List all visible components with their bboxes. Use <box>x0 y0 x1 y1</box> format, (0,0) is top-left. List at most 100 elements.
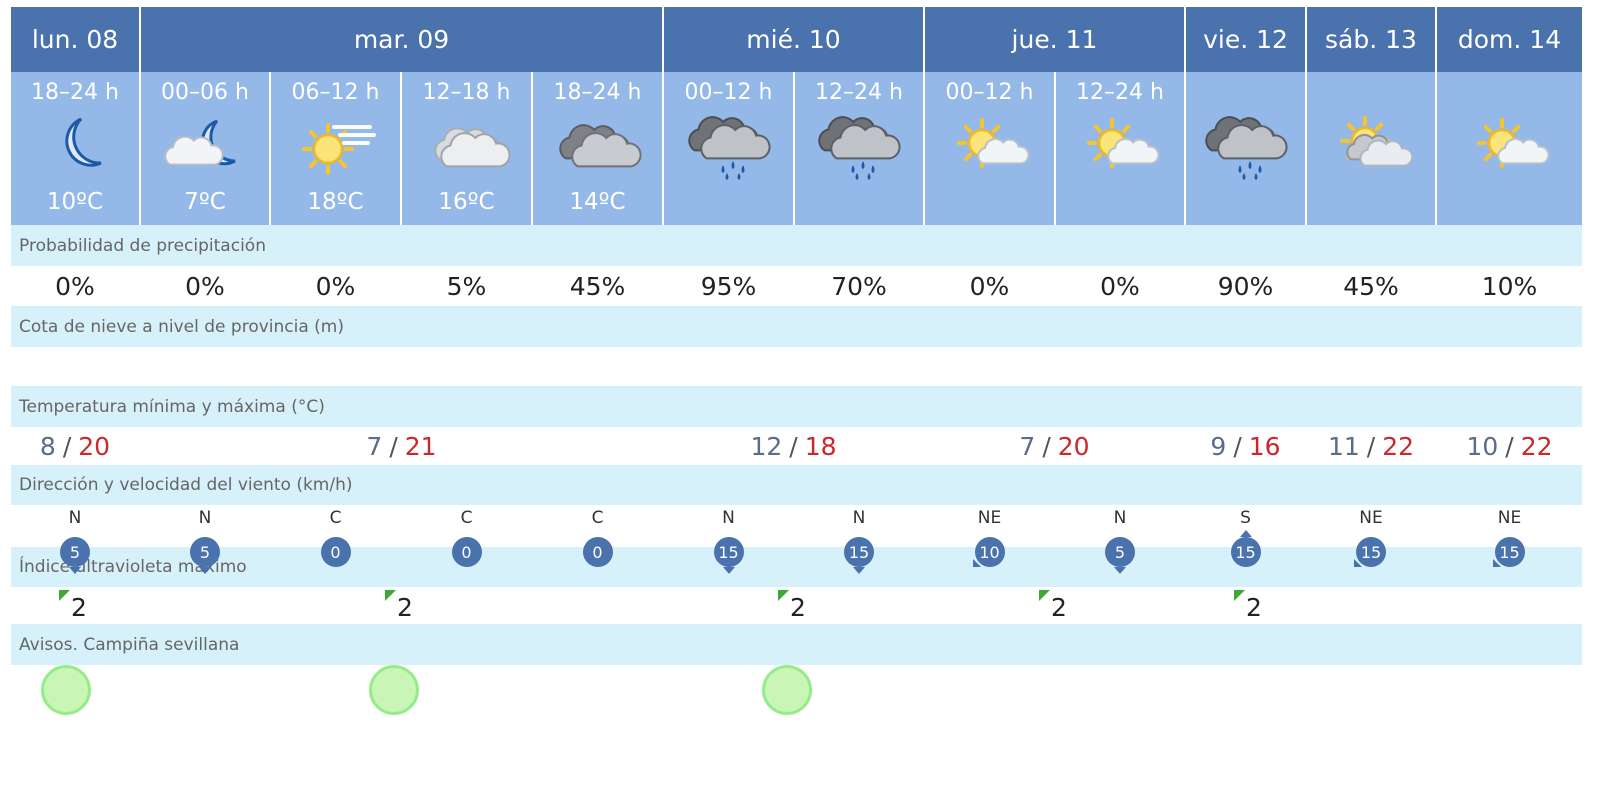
wind-speed: 15 <box>713 537 744 567</box>
period-time: 00–06 h <box>161 80 249 105</box>
wind-arrow-icon <box>1239 530 1252 537</box>
section-header-precip: Probabilidad de precipitación <box>11 225 1582 266</box>
uv-cell: 2 <box>1186 587 1305 624</box>
uv-cell: 2 <box>925 587 1184 624</box>
period-cell[interactable]: 18–24 h 14ºC <box>533 72 662 225</box>
wind-cell: N 15 <box>664 505 793 574</box>
period-temp: 7ºC <box>184 189 226 215</box>
warning-green-icon[interactable] <box>369 665 419 715</box>
wind-direction: C <box>460 508 473 528</box>
wind-badge: 0 <box>319 535 353 567</box>
precip-value: 70% <box>795 266 923 306</box>
wind-direction: N <box>68 508 82 528</box>
temp-separator: / <box>1042 431 1051 461</box>
temp-minmax: 12/18 <box>664 427 923 465</box>
warning-green-icon[interactable] <box>41 665 91 715</box>
temp-separator: / <box>1505 431 1514 461</box>
wind-speed: 5 <box>1105 537 1135 567</box>
snow-value <box>795 347 923 386</box>
temp-minmax: 7/21 <box>141 427 662 465</box>
precip-value: 0% <box>1056 266 1184 306</box>
temp-minmax: 8/20 <box>11 427 139 465</box>
snow-value <box>925 347 1054 386</box>
uv-value: 2 <box>1051 593 1067 622</box>
uv-cell: 2 <box>11 587 139 624</box>
uv-level-icon <box>1039 590 1050 601</box>
moon-cloud-icon <box>164 119 236 166</box>
snow-value <box>11 347 139 386</box>
period-time: 12–18 h <box>422 80 511 105</box>
wind-cell: S 15 <box>1186 505 1305 567</box>
period-cell[interactable] <box>1437 72 1582 225</box>
temp-min: 7 <box>1019 431 1036 461</box>
temp-separator: / <box>1233 431 1242 461</box>
period-cell[interactable]: 00–12 h <box>925 72 1054 225</box>
wind-direction: N <box>722 508 735 528</box>
snow-value <box>664 347 793 386</box>
wind-cell: NE 15 <box>1307 505 1435 567</box>
wind-arrow-icon <box>722 567 735 574</box>
wind-badge: 15 <box>1229 530 1263 567</box>
period-cell[interactable]: 00–12 h <box>664 72 793 225</box>
snow-value <box>1056 347 1184 386</box>
wind-badge: 15 <box>1492 535 1527 567</box>
temp-separator: / <box>62 431 72 461</box>
snow-value <box>271 347 400 386</box>
wind-speed: 15 <box>844 537 874 567</box>
period-cell[interactable] <box>1186 72 1305 225</box>
period-time: 00–12 h <box>945 80 1034 105</box>
wind-speed: 5 <box>190 537 220 567</box>
section-header-snow: Cota de nieve a nivel de provincia (m) <box>11 306 1582 347</box>
period-cell[interactable]: 18–24 h 10ºC <box>11 72 139 225</box>
temp-min: 11 <box>1327 431 1360 461</box>
period-cell[interactable]: 12–24 h <box>1056 72 1184 225</box>
temp-max: 20 <box>78 431 111 461</box>
wind-direction: N <box>852 508 866 528</box>
day-header[interactable]: lun. 08 <box>11 7 139 72</box>
cloud-rain-icon <box>1204 116 1288 180</box>
wind-speed: 0 <box>582 537 613 567</box>
period-cell[interactable] <box>1307 72 1435 225</box>
period-cell[interactable]: 00–06 h 7ºC <box>141 72 269 225</box>
day-header[interactable]: mar. 09 <box>141 7 662 72</box>
wind-cell: NE 10 <box>925 505 1054 567</box>
temp-minmax: 7/20 <box>925 427 1184 465</box>
day-header[interactable]: mié. 10 <box>664 7 923 72</box>
temp-max: 20 <box>1057 431 1090 461</box>
wind-arrow-icon <box>1492 559 1501 567</box>
snow-value <box>141 347 269 386</box>
sun-cloud-icon <box>956 118 1029 168</box>
wind-direction: N <box>1113 508 1127 528</box>
day-header[interactable]: dom. 14 <box>1437 7 1582 72</box>
warning-cell <box>664 665 923 723</box>
uv-cell: 2 <box>664 587 923 624</box>
period-time: 18–24 h <box>31 80 119 105</box>
day-header[interactable]: sáb. 13 <box>1307 7 1435 72</box>
temp-minmax: 11/22 <box>1307 427 1435 465</box>
wind-direction: NE <box>1359 508 1383 528</box>
temp-min: 7 <box>366 431 383 461</box>
uv-level-icon <box>385 590 396 601</box>
wind-badge: 10 <box>972 535 1007 567</box>
warning-green-icon[interactable] <box>762 665 812 715</box>
wind-arrow-icon <box>972 559 981 567</box>
period-cell[interactable]: 12–24 h <box>795 72 923 225</box>
period-cell[interactable]: 06–12 h 18ºC <box>271 72 400 225</box>
wind-badge: 5 <box>58 535 92 574</box>
day-header[interactable]: vie. 12 <box>1186 7 1305 72</box>
day-header[interactable]: jue. 11 <box>925 7 1184 72</box>
period-temp: 16ºC <box>438 189 495 215</box>
wind-badge: 0 <box>450 535 484 567</box>
wind-cell: N 15 <box>795 505 923 574</box>
warning-cell <box>1437 665 1582 723</box>
wind-direction: NE <box>1497 508 1522 528</box>
precip-value: 0% <box>11 266 139 306</box>
wind-direction: S <box>1240 508 1251 528</box>
period-temp: 18ºC <box>307 189 364 215</box>
warning-cell <box>1186 665 1305 723</box>
precip-value: 45% <box>533 266 662 306</box>
section-header-warnings: Avisos. Campiña sevillana <box>11 624 1582 665</box>
period-cell[interactable]: 12–18 h 16ºC <box>402 72 531 225</box>
